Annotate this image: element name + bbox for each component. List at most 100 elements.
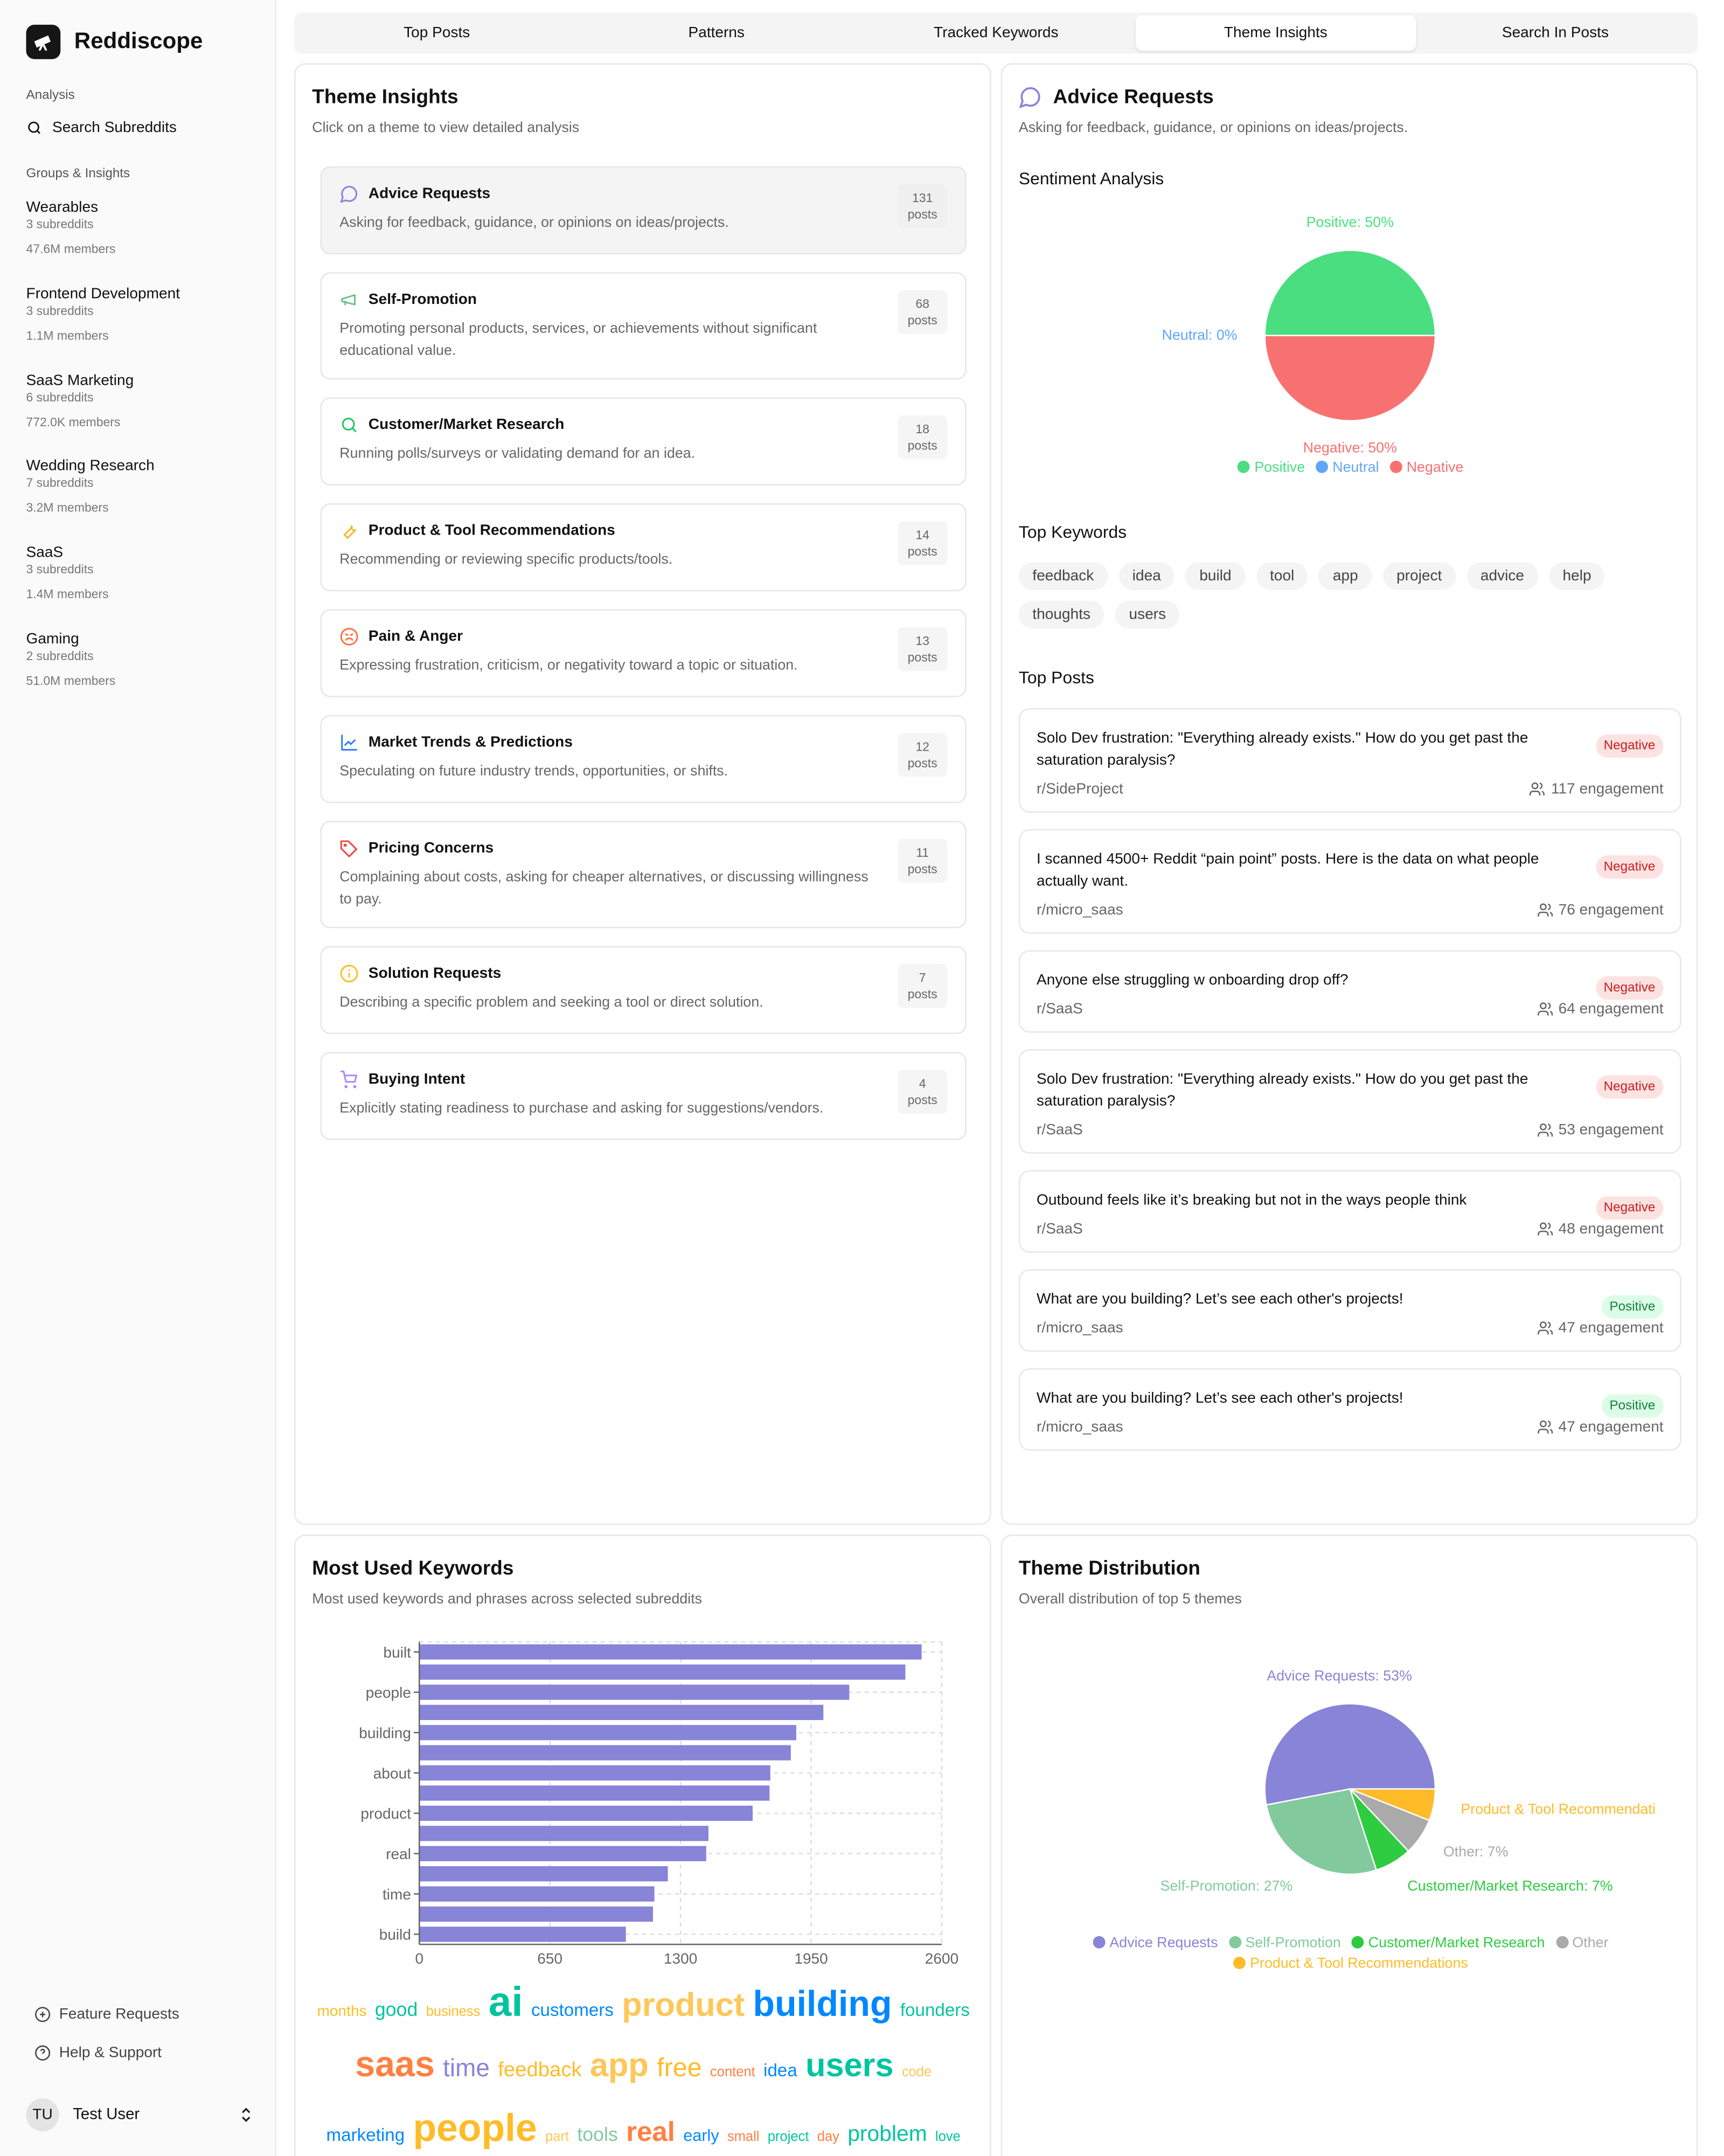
word-cloud-word[interactable]: content xyxy=(710,2065,755,2081)
sidebar-group-item[interactable]: Wedding Research 7 subreddits 3.2M members xyxy=(26,459,154,515)
bar[interactable] xyxy=(419,1866,668,1882)
keyword-chip[interactable]: project xyxy=(1382,562,1456,590)
post-card[interactable]: What are you building? Let’s see each ot… xyxy=(1018,1269,1681,1352)
word-cloud-word[interactable]: code xyxy=(901,2065,932,2081)
word-cloud-word[interactable]: months xyxy=(317,2003,367,2020)
word-cloud-word[interactable]: building xyxy=(753,1982,892,2025)
pie-slice[interactable] xyxy=(1264,249,1436,336)
tab-patterns[interactable]: Patterns xyxy=(688,24,745,41)
theme-card[interactable]: Advice Requests Asking for feedback, guid… xyxy=(320,166,967,255)
theme-card[interactable]: Market Trends & Predictions Speculating o… xyxy=(320,715,967,803)
keyword-chip[interactable]: idea xyxy=(1118,562,1175,590)
theme-card[interactable]: Buying Intent Explicitly stating readines… xyxy=(320,1052,967,1140)
word-cloud-word[interactable]: love xyxy=(935,2130,961,2145)
word-cloud-word[interactable]: day xyxy=(817,2130,839,2145)
subreddit-name[interactable]: r/SideProject xyxy=(1037,781,1123,798)
word-cloud-word[interactable]: customers xyxy=(531,1999,614,2020)
bar[interactable] xyxy=(419,1826,708,1841)
word-cloud-word[interactable]: time xyxy=(443,2054,490,2082)
word-cloud-word[interactable]: small xyxy=(727,2130,760,2145)
subreddit-name[interactable]: r/SaaS xyxy=(1037,1001,1083,1018)
word-cloud-word[interactable]: good xyxy=(374,1998,418,2020)
subreddit-name[interactable]: r/micro_saas xyxy=(1037,1320,1123,1337)
pie-slice[interactable] xyxy=(1264,1703,1436,1806)
word-cloud-word[interactable]: users xyxy=(805,2047,894,2085)
sidebar-group-item[interactable]: SaaS 3 subreddits 1.4M members xyxy=(26,545,108,601)
theme-card[interactable]: Customer/Market Research Running polls/su… xyxy=(320,397,967,486)
bar[interactable] xyxy=(419,1785,770,1801)
word-cloud-word[interactable]: part xyxy=(545,2130,569,2145)
word-cloud-word[interactable]: tools xyxy=(577,2123,618,2145)
bar[interactable] xyxy=(419,1765,770,1781)
keyword-chip[interactable]: feedback xyxy=(1018,562,1108,590)
pie-slice[interactable] xyxy=(1350,1788,1436,1821)
word-cloud-word[interactable]: problem xyxy=(847,2123,927,2147)
sidebar-group-item[interactable]: Gaming 2 subreddits 51.0M members xyxy=(26,631,115,688)
word-cloud-word[interactable]: people xyxy=(413,2106,537,2150)
post-card[interactable]: Solo Dev frustration: "Everything alread… xyxy=(1018,708,1681,813)
bar[interactable] xyxy=(419,1886,655,1902)
legend-item[interactable]: Other xyxy=(1555,1935,1608,1951)
legend-item[interactable]: Negative xyxy=(1390,459,1463,476)
sidebar-group-item[interactable]: Wearables 3 subreddits 47.6M members xyxy=(26,199,115,256)
sidebar-group-item[interactable]: Frontend Development 3 subreddits 1.1M mem… xyxy=(26,286,180,342)
word-cloud-word[interactable]: marketing xyxy=(326,2124,405,2145)
post-card[interactable]: I scanned 4500+ Reddit “pain point” post… xyxy=(1018,829,1681,934)
tab-tracked-keywords[interactable]: Tracked Keywords xyxy=(934,24,1059,41)
bar[interactable] xyxy=(419,1906,654,1922)
legend-item[interactable]: Product & Tool Recommendations xyxy=(1233,1956,1468,1972)
tab-top-posts[interactable]: Top Posts xyxy=(404,24,470,41)
word-cloud-word[interactable]: product xyxy=(622,1987,745,2025)
subreddit-name[interactable]: r/SaaS xyxy=(1037,1122,1083,1139)
word-cloud-word[interactable]: real xyxy=(626,2117,675,2148)
keyword-chip[interactable]: users xyxy=(1115,601,1180,629)
pie-slice[interactable] xyxy=(1265,1788,1378,1875)
user-menu[interactable]: TU Test User xyxy=(26,2098,253,2132)
feature-requests-link[interactable]: Feature Requests xyxy=(34,2006,179,2023)
bar[interactable] xyxy=(419,1704,824,1720)
post-card[interactable]: Anyone else struggling w onboarding drop… xyxy=(1018,950,1681,1033)
word-cloud-word[interactable]: ai xyxy=(488,1980,523,2026)
theme-card[interactable]: Pain & Anger Expressing frustration, crit… xyxy=(320,609,967,697)
word-cloud-word[interactable]: idea xyxy=(763,2060,797,2081)
word-cloud-word[interactable]: early xyxy=(683,2126,719,2145)
bar[interactable] xyxy=(419,1926,626,1942)
post-card[interactable]: What are you building? Let’s see each ot… xyxy=(1018,1368,1681,1451)
brand[interactable]: Reddiscope xyxy=(26,24,203,59)
theme-card[interactable]: Self-Promotion Promoting personal product… xyxy=(320,272,967,380)
bar[interactable] xyxy=(419,1664,906,1680)
theme-card[interactable]: Solution Requests Describing a specific p… xyxy=(320,946,967,1034)
subreddit-name[interactable]: r/micro_saas xyxy=(1037,1419,1123,1436)
bar[interactable] xyxy=(419,1846,706,1861)
keyword-chip[interactable]: help xyxy=(1548,562,1605,590)
word-cloud-word[interactable]: feedback xyxy=(498,2058,582,2082)
bar[interactable] xyxy=(419,1725,796,1741)
word-cloud-word[interactable]: app xyxy=(589,2047,649,2085)
bar[interactable] xyxy=(419,1805,753,1821)
pie-slice[interactable] xyxy=(1264,335,1436,422)
tab-search-in-posts[interactable]: Search In Posts xyxy=(1501,24,1609,41)
keyword-chip[interactable]: tool xyxy=(1256,562,1308,590)
post-card[interactable]: Outbound feels like it’s breaking but no… xyxy=(1018,1170,1681,1253)
keyword-chip[interactable]: app xyxy=(1319,562,1372,590)
sidebar-group-item[interactable]: SaaS Marketing 6 subreddits 772.0K members xyxy=(26,372,134,429)
word-cloud-word[interactable]: founders xyxy=(900,1999,970,2020)
word-cloud-word[interactable]: saas xyxy=(355,2043,435,2085)
legend-item[interactable]: Positive xyxy=(1238,459,1305,476)
subreddit-name[interactable]: r/micro_saas xyxy=(1037,902,1123,919)
legend-item[interactable]: Self-Promotion xyxy=(1228,1935,1341,1951)
tab-theme-insights[interactable]: Theme Insights xyxy=(1136,15,1416,51)
word-cloud-word[interactable]: project xyxy=(767,2130,809,2145)
keyword-chip[interactable]: build xyxy=(1185,562,1246,590)
legend-item[interactable]: Customer/Market Research xyxy=(1352,1935,1545,1951)
bar[interactable] xyxy=(419,1745,791,1760)
help-support-link[interactable]: Help & Support xyxy=(34,2045,162,2061)
word-cloud-word[interactable]: business xyxy=(426,2005,481,2020)
bar[interactable] xyxy=(419,1644,922,1660)
word-cloud-word[interactable]: free xyxy=(657,2054,702,2083)
keyword-chip[interactable]: advice xyxy=(1466,562,1538,590)
sidebar-item-search-subreddits[interactable]: Search Subreddits xyxy=(26,120,177,136)
theme-card[interactable]: Pricing Concerns Complaining about costs,… xyxy=(320,821,967,928)
subreddit-name[interactable]: r/SaaS xyxy=(1037,1221,1083,1238)
theme-card[interactable]: Product & Tool Recommendations Recommendi… xyxy=(320,503,967,592)
